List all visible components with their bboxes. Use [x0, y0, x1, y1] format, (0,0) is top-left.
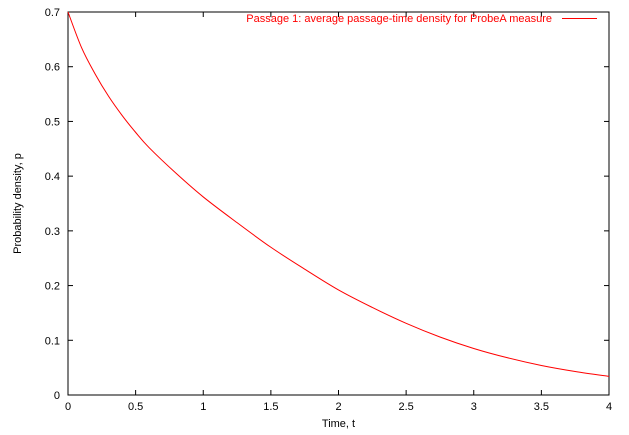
y-tick-label: 0.2 [45, 281, 60, 293]
plot-frame [67, 11, 610, 396]
y-tick-label: 0.5 [45, 116, 60, 128]
y-axis-label: Probability density, p [12, 153, 24, 254]
y-tick-label: 0 [54, 390, 60, 402]
y-axis-ticks: 0 0.1 0.2 0.3 0.4 0.5 0.6 0.7 [45, 7, 609, 402]
x-tick-label: 0 [65, 401, 71, 413]
y-tick-label: 0.1 [45, 335, 60, 347]
x-tick-label: 1.5 [263, 401, 278, 413]
legend-label: Passage 1: average passage-time density … [246, 13, 552, 25]
density-curve-line [67, 11, 610, 377]
x-tick-label: 2 [335, 401, 341, 413]
y-tick-label: 0.3 [45, 226, 60, 238]
x-tick-label: 4 [606, 401, 612, 413]
x-axis-label: Time, t [322, 418, 355, 430]
x-tick-label: 0.5 [128, 401, 143, 413]
x-tick-label: 2.5 [398, 401, 413, 413]
x-tick-label: 1 [200, 401, 206, 413]
y-tick-label: 0.4 [45, 171, 60, 183]
y-tick-label: 0.7 [45, 7, 60, 19]
legend: Passage 1: average passage-time density … [246, 13, 597, 25]
x-axis-ticks: 0 0.5 1 1.5 2 2.5 3 3.5 4 [65, 12, 612, 413]
x-tick-label: 3 [471, 401, 477, 413]
y-tick-label: 0.6 [45, 62, 60, 74]
x-tick-label: 3.5 [534, 401, 549, 413]
